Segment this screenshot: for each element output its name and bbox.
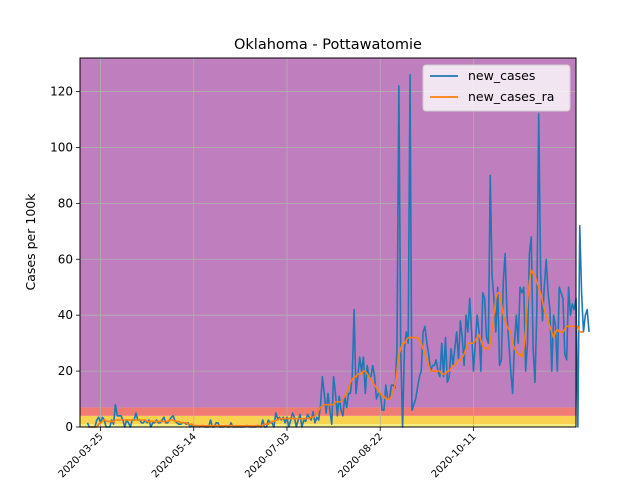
x-tick-label: 2020-10-11 <box>430 431 479 480</box>
series-lines <box>86 73 590 428</box>
legend-label-new-cases: new_cases <box>468 68 535 83</box>
legend-box <box>422 64 571 112</box>
y-tick-label: 40 <box>58 308 73 322</box>
chart-title: Oklahoma - Pottawatomie <box>234 37 422 53</box>
x-tick-label: 2020-08-22 <box>336 431 385 480</box>
plot-frame <box>79 57 577 428</box>
y-tick-label: 80 <box>58 196 73 210</box>
y-tick-label: 0 <box>65 420 73 434</box>
series-line-new-cases-ra <box>87 269 584 428</box>
x-tick-label: 2020-07-03 <box>243 431 292 480</box>
y-tick-label: 60 <box>58 252 73 266</box>
y-tick-label: 120 <box>50 85 73 99</box>
y-tick-label: 20 <box>58 364 73 378</box>
y-tick-label: 100 <box>50 140 73 154</box>
band-2 <box>80 407 576 416</box>
x-tick-label: 2020-03-25 <box>57 431 106 480</box>
threshold-bands <box>80 58 576 427</box>
series-line-new-cases <box>86 73 590 428</box>
band-1 <box>80 415 576 425</box>
legend-label-new-cases-ra: new_cases_ra <box>468 89 554 104</box>
band-3 <box>80 58 576 408</box>
legend: new_cases new_cases_ra <box>422 64 571 112</box>
band-0 <box>80 424 576 427</box>
y-axis-label: Cases per 100k <box>23 193 38 291</box>
x-tick-label: 2020-05-14 <box>150 431 199 480</box>
